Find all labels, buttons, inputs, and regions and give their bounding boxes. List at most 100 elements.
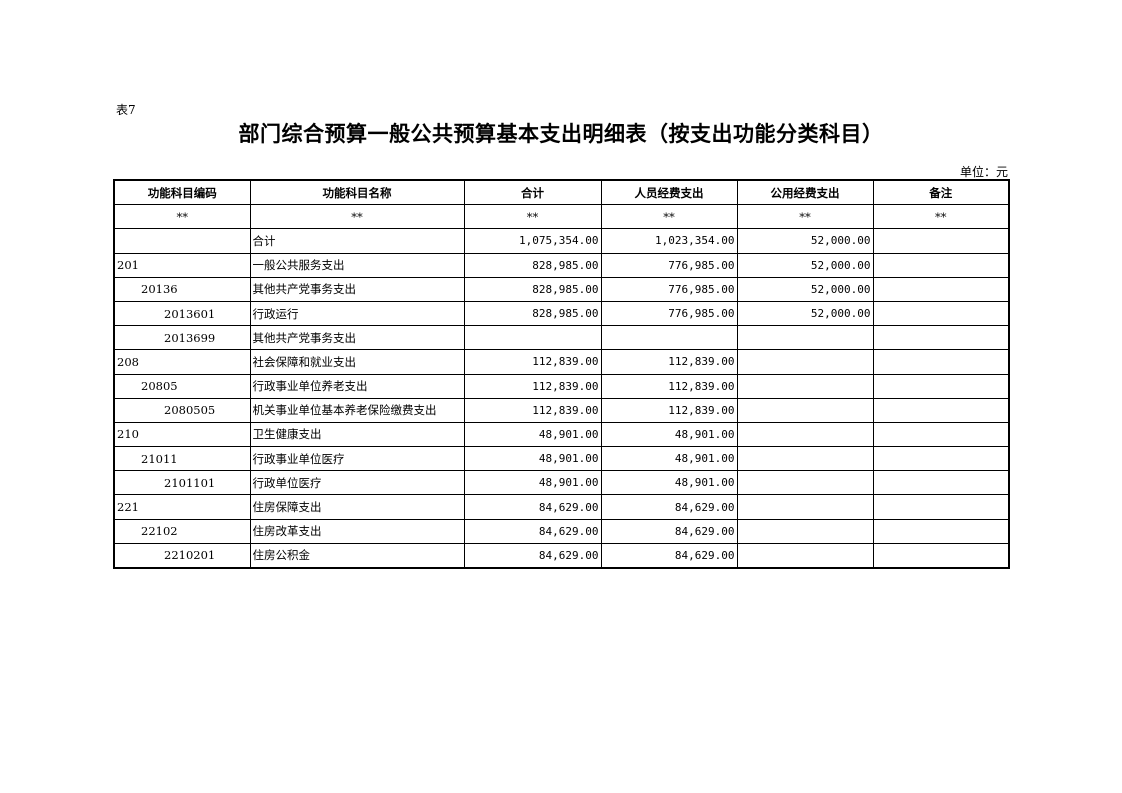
note-cell	[872, 349, 1010, 375]
code-cell: 20805	[113, 373, 251, 399]
code-cell: 21011	[113, 446, 251, 472]
public-cell	[736, 470, 874, 496]
header-public: 公用经费支出	[736, 179, 874, 206]
total-cell: 84,629.00	[463, 542, 602, 569]
code-cell: 208	[113, 349, 251, 375]
table-body: 合计 1,075,354.00 1,023,354.00 52,000.00 201 一般…	[113, 228, 1010, 569]
note-cell	[872, 446, 1010, 472]
total-cell: 84,629.00	[463, 494, 602, 520]
personnel-cell: 84,629.00	[600, 542, 738, 569]
public-cell	[736, 397, 874, 423]
public-cell	[736, 518, 874, 544]
marker-row: ** ** ** ** ** **	[113, 204, 1010, 230]
table-row: 21011 行政事业单位医疗 48,901.00 48,901.00	[113, 446, 1010, 472]
header-row: 功能科目编码 功能科目名称 合计 人员经费支出 公用经费支出 备注	[113, 179, 1010, 206]
table-row: 221 住房保障支出 84,629.00 84,629.00	[113, 494, 1010, 520]
personnel-cell: 48,901.00	[600, 446, 738, 472]
total-cell: 84,629.00	[463, 518, 602, 544]
unit-label: 单位：元	[959, 165, 1008, 179]
code-cell: 221	[113, 494, 251, 520]
personnel-cell: 84,629.00	[600, 494, 738, 520]
marker-cell: **	[736, 204, 874, 230]
total-cell: 112,839.00	[463, 373, 602, 399]
name-cell: 行政事业单位医疗	[249, 446, 465, 472]
personnel-cell: 112,839.00	[600, 397, 738, 423]
name-cell: 合计	[249, 228, 465, 254]
name-cell: 其他共产党事务支出	[249, 325, 465, 351]
name-cell: 住房改革支出	[249, 518, 465, 544]
table-row: 2013699 其他共产党事务支出	[113, 325, 1010, 351]
note-cell	[872, 300, 1010, 327]
note-cell	[872, 252, 1010, 278]
page-title: 部门综合预算一般公共预算基本支出明细表（按支出功能分类科目）	[238, 122, 884, 146]
total-cell: 828,985.00	[463, 252, 602, 278]
total-cell: 1,075,354.00	[463, 228, 602, 254]
table-row: 合计 1,075,354.00 1,023,354.00 52,000.00	[113, 228, 1010, 254]
note-cell	[872, 542, 1010, 569]
personnel-cell: 1,023,354.00	[600, 228, 738, 254]
table-row: 22102 住房改革支出 84,629.00 84,629.00	[113, 518, 1010, 544]
total-cell: 48,901.00	[463, 421, 602, 448]
header-note: 备注	[872, 179, 1010, 206]
name-cell: 住房公积金	[249, 542, 465, 569]
marker-cell: **	[600, 204, 738, 230]
table-row: 2210201 住房公积金 84,629.00 84,629.00	[113, 542, 1010, 569]
public-cell: 52,000.00	[736, 228, 874, 254]
public-cell	[736, 542, 874, 569]
table-row: 201 一般公共服务支出 828,985.00 776,985.00 52,000.00	[113, 252, 1010, 278]
note-cell	[872, 470, 1010, 496]
code-cell: 2013699	[113, 325, 251, 351]
personnel-cell: 112,839.00	[600, 373, 738, 399]
table-row: 20805 行政事业单位养老支出 112,839.00 112,839.00	[113, 373, 1010, 399]
public-cell: 52,000.00	[736, 276, 874, 302]
public-cell: 52,000.00	[736, 252, 874, 278]
note-cell	[872, 421, 1010, 448]
note-cell	[872, 373, 1010, 399]
name-cell: 行政运行	[249, 300, 465, 327]
note-cell	[872, 276, 1010, 302]
note-cell	[872, 325, 1010, 351]
code-cell: 2210201	[113, 542, 251, 569]
personnel-cell: 776,985.00	[600, 276, 738, 302]
personnel-cell	[600, 325, 738, 351]
note-cell	[872, 228, 1010, 254]
name-cell: 住房保障支出	[249, 494, 465, 520]
name-cell: 社会保障和就业支出	[249, 349, 465, 375]
total-cell: 828,985.00	[463, 276, 602, 302]
table-row: 2101101 行政单位医疗 48,901.00 48,901.00	[113, 470, 1010, 496]
public-cell	[736, 349, 874, 375]
code-cell: 2013601	[113, 300, 251, 327]
public-cell	[736, 325, 874, 351]
expenditure-table: 功能科目编码 功能科目名称 合计 人员经费支出 公用经费支出 备注 ** ** …	[113, 179, 1010, 569]
code-cell: 22102	[113, 518, 251, 544]
name-cell: 行政单位医疗	[249, 470, 465, 496]
name-cell: 卫生健康支出	[249, 421, 465, 448]
total-cell: 112,839.00	[463, 397, 602, 423]
code-cell: 210	[113, 421, 251, 448]
header-personnel: 人员经费支出	[600, 179, 738, 206]
marker-cell: **	[872, 204, 1010, 230]
public-cell	[736, 421, 874, 448]
code-cell: 2080505	[113, 397, 251, 423]
code-cell: 20136	[113, 276, 251, 302]
table-row: 2013601 行政运行 828,985.00 776,985.00 52,000.00	[113, 300, 1010, 327]
personnel-cell: 84,629.00	[600, 518, 738, 544]
name-cell: 一般公共服务支出	[249, 252, 465, 278]
code-cell: 201	[113, 252, 251, 278]
total-cell: 48,901.00	[463, 446, 602, 472]
total-cell	[463, 325, 602, 351]
public-cell	[736, 494, 874, 520]
total-cell: 48,901.00	[463, 470, 602, 496]
table-row: 210 卫生健康支出 48,901.00 48,901.00	[113, 421, 1010, 448]
note-cell	[872, 397, 1010, 423]
total-cell: 112,839.00	[463, 349, 602, 375]
marker-cell: **	[113, 204, 251, 230]
header-total: 合计	[463, 179, 602, 206]
table-row: 20136 其他共产党事务支出 828,985.00 776,985.00 52,000…	[113, 276, 1010, 302]
personnel-cell: 776,985.00	[600, 300, 738, 327]
table-number: 表7	[116, 103, 136, 117]
personnel-cell: 776,985.00	[600, 252, 738, 278]
header-name: 功能科目名称	[249, 179, 465, 206]
code-cell	[113, 228, 251, 254]
personnel-cell: 48,901.00	[600, 470, 738, 496]
